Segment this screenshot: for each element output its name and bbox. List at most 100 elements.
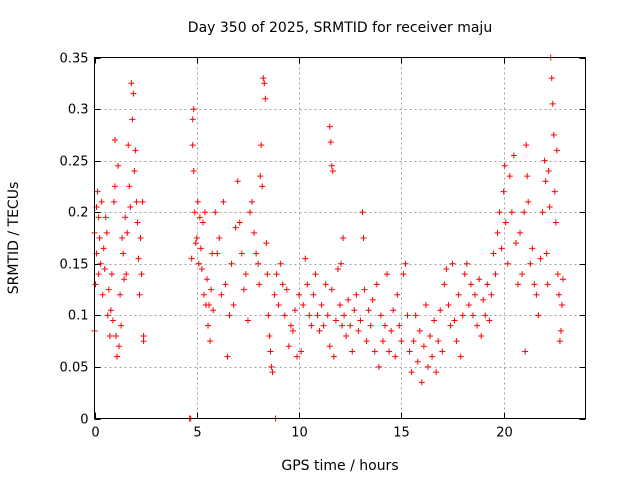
plot-frame — [94, 57, 586, 419]
data-point — [554, 271, 561, 278]
data-point — [196, 214, 203, 221]
data-point — [314, 312, 321, 319]
data-point — [312, 271, 319, 278]
tick-labels: 0 0.05 0.1 0.15 0.2 0.25 0.3 0.35 0 5 10 15 20 — [60, 52, 513, 441]
y-tick-label: 0.25 — [60, 155, 89, 170]
data-point — [445, 302, 452, 309]
data-point — [363, 338, 370, 345]
data-point — [222, 281, 229, 288]
data-point — [133, 198, 140, 205]
data-point — [459, 312, 466, 319]
data-point — [484, 281, 491, 288]
data-point — [433, 369, 440, 376]
data-point — [398, 338, 405, 345]
data-point — [216, 235, 223, 241]
data-point — [429, 353, 436, 360]
data-point — [106, 332, 113, 339]
data-point — [557, 327, 564, 334]
data-point — [531, 281, 538, 288]
data-point — [263, 240, 270, 247]
data-point — [94, 188, 101, 195]
data-point — [453, 338, 460, 345]
data-point — [285, 343, 292, 350]
data-point — [357, 317, 364, 324]
data-point — [195, 260, 202, 267]
data-point — [269, 369, 276, 376]
data-point — [99, 291, 106, 298]
data-point — [474, 322, 481, 329]
data-point — [478, 332, 485, 339]
data-point — [359, 209, 366, 216]
data-point — [294, 353, 301, 360]
data-point — [188, 255, 195, 262]
data-point — [555, 291, 562, 298]
data-point — [435, 338, 442, 345]
data-point — [508, 209, 515, 216]
data-point — [302, 255, 309, 262]
data-point — [394, 291, 401, 298]
data-point — [214, 250, 221, 257]
y-tick-label: 0.05 — [60, 361, 89, 376]
data-point — [135, 255, 142, 262]
data-point — [365, 307, 372, 314]
data-point — [492, 271, 499, 278]
data-point — [266, 332, 273, 339]
data-point — [140, 332, 147, 339]
data-point — [330, 353, 337, 360]
data-point — [379, 338, 386, 345]
data-point — [257, 173, 264, 180]
data-point — [329, 167, 336, 174]
data-point — [408, 369, 415, 376]
data-point — [449, 260, 456, 267]
data-point — [128, 80, 135, 87]
data-point — [193, 235, 200, 241]
data-point — [414, 358, 421, 365]
x-tick-label: 15 — [393, 426, 410, 441]
data-point — [345, 296, 352, 303]
data-point — [234, 178, 241, 185]
data-point — [114, 353, 121, 360]
y-tick-label: 0.15 — [60, 258, 89, 273]
axis-ticks — [94, 57, 586, 420]
data-point — [548, 75, 555, 82]
data-point — [230, 302, 237, 309]
data-point — [552, 219, 559, 226]
data-point — [347, 322, 354, 329]
data-point — [339, 322, 346, 329]
data-point — [194, 198, 201, 205]
data-point — [541, 157, 548, 164]
x-tick-label: 0 — [91, 426, 99, 441]
data-point — [521, 209, 528, 216]
x-tick-label: 20 — [496, 426, 513, 441]
data-point — [242, 271, 249, 278]
data-point — [486, 317, 493, 324]
data-point — [258, 142, 265, 149]
y-tick-label: 0.35 — [60, 52, 89, 67]
data-point — [523, 142, 530, 149]
data-point — [457, 353, 464, 360]
data-point — [244, 317, 251, 324]
data-point — [465, 302, 472, 309]
data-point — [510, 152, 517, 159]
data-point — [134, 219, 141, 226]
y-axis-label: SRMTID / TECUs — [6, 182, 22, 295]
data-point — [127, 204, 134, 211]
data-point — [281, 312, 288, 319]
data-point — [338, 260, 345, 267]
data-point — [220, 198, 227, 205]
data-point — [249, 198, 256, 205]
data-point — [447, 322, 454, 329]
data-point — [120, 250, 127, 257]
data-point — [559, 276, 566, 283]
data-point — [228, 260, 235, 267]
data-point — [298, 348, 305, 355]
data-point — [116, 343, 123, 350]
data-point — [300, 302, 307, 309]
data-point — [546, 204, 553, 211]
data-point — [246, 209, 253, 216]
data-point — [212, 209, 219, 216]
data-point — [332, 317, 339, 324]
data-point — [107, 307, 114, 314]
data-point — [424, 363, 431, 370]
